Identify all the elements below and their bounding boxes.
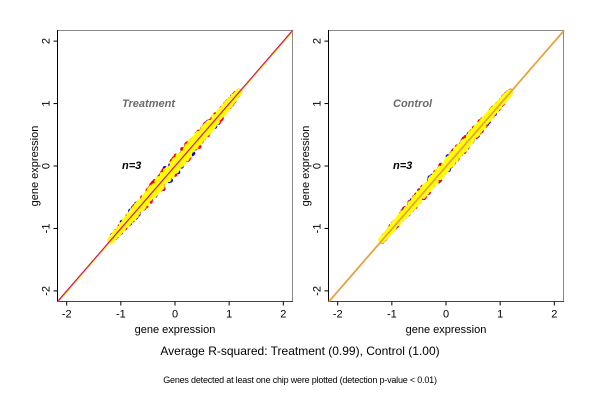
y-tick-label: 0 — [41, 163, 53, 169]
scatter-point — [148, 184, 155, 190]
scatter-point — [184, 144, 190, 150]
x-tick-label: -1 — [116, 309, 126, 321]
reference-line-secondary — [58, 30, 294, 302]
y-tick-label: -2 — [41, 286, 53, 296]
x-axis-label: gene expression — [406, 324, 487, 336]
x-tick-label: -2 — [62, 309, 72, 321]
ticks-group: -2 -2 -1 -1 0 0 1 1 2 2 — [41, 38, 287, 320]
y-tick-label: -1 — [312, 224, 324, 234]
n-annotation: n=3 — [393, 160, 412, 172]
summary-caption: Average R-squared: Treatment (0.99), Con… — [160, 344, 440, 358]
scatter-point — [463, 145, 469, 151]
n-annotation: n=3 — [122, 160, 141, 172]
y-tick-label: -2 — [312, 286, 324, 296]
scatter-point — [175, 165, 181, 171]
reference-line-secondary — [329, 30, 565, 302]
scatter-point — [206, 129, 212, 135]
panel-control: -2 -2 -1 -1 0 0 1 1 2 2 Control n=3 gene expressi… — [300, 30, 565, 336]
scatter-point — [187, 139, 193, 145]
ticks-group: -2 -2 -1 -1 0 0 1 1 2 2 — [312, 38, 558, 320]
y-axis-label: gene expression — [29, 126, 41, 207]
x-tick-label: 2 — [280, 309, 286, 321]
y-axis-label: gene expression — [300, 126, 312, 207]
scatter-point — [192, 134, 198, 140]
y-tick-label: 0 — [312, 163, 324, 169]
x-tick-label: -2 — [333, 309, 343, 321]
reference-line-group — [328, 30, 565, 302]
y-tick-label: 1 — [41, 100, 53, 106]
x-tick-label: 1 — [497, 309, 503, 321]
scatter-point — [180, 160, 186, 166]
scatter-point — [135, 201, 141, 207]
y-tick-label: 2 — [41, 38, 53, 44]
x-tick-label: -1 — [387, 309, 397, 321]
x-axis-label: gene expression — [135, 324, 216, 336]
panel-title: Treatment — [122, 98, 176, 110]
x-tick-label: 1 — [226, 309, 232, 321]
panel-title: Control — [393, 98, 433, 110]
x-tick-label: 2 — [551, 309, 557, 321]
x-tick-label: 0 — [443, 309, 449, 321]
footnote-caption: Genes detected at least one chip were pl… — [163, 375, 437, 385]
reference-line-group — [57, 30, 294, 302]
y-tick-label: 2 — [312, 38, 324, 44]
y-tick-label: 1 — [312, 100, 324, 106]
reference-line — [57, 30, 293, 302]
y-tick-label: -1 — [41, 224, 53, 234]
reference-line — [328, 30, 564, 302]
x-tick-label: 0 — [172, 309, 178, 321]
scatter-point — [151, 192, 157, 198]
panel-treatment: -2 -2 -1 -1 0 0 1 1 2 2 Treatment n=3 gene expres… — [29, 30, 294, 336]
